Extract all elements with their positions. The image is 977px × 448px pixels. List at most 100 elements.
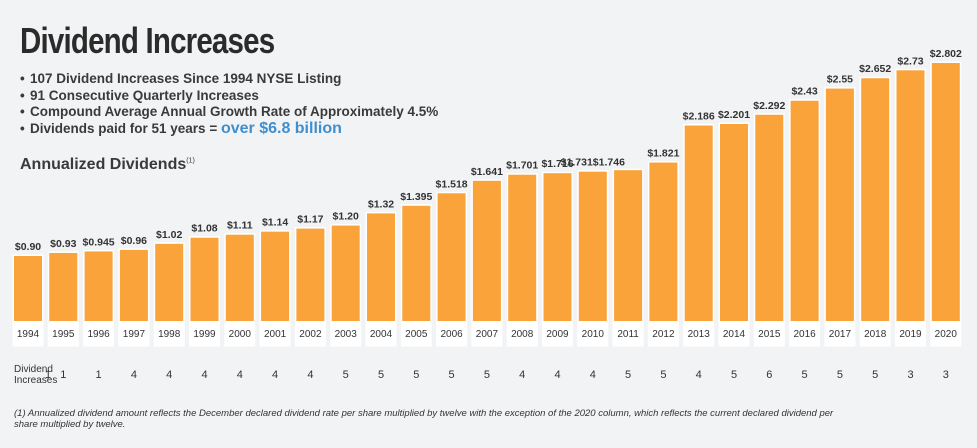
increase-count: 6 (766, 369, 772, 381)
bar-base (84, 323, 113, 345)
value-label: $0.93 (50, 238, 76, 250)
value-label: $1.32 (368, 198, 394, 210)
bar-base (14, 323, 42, 345)
bar (331, 225, 360, 321)
footnote-marker: (1) (186, 157, 195, 165)
bar (437, 193, 466, 321)
increase-count: 5 (837, 369, 843, 381)
bullet-item: • Compound Average Annual Growth Rate of … (20, 104, 438, 121)
year-label: 2020 (935, 329, 958, 340)
increase-count: 5 (802, 369, 808, 381)
value-label: $1.821 (647, 148, 679, 160)
value-label: $1.716 (541, 158, 573, 170)
bar (720, 123, 748, 321)
value-label: $2.802 (930, 48, 962, 60)
increase-count: 5 (484, 369, 490, 381)
bar (14, 256, 42, 321)
year-label: 2017 (829, 329, 852, 340)
value-label: $2.186 (683, 111, 715, 123)
bar (402, 205, 431, 321)
increase-count: 3 (907, 369, 913, 381)
bullet-item: • 107 Dividend Increases Since 1994 NYSE … (20, 71, 438, 88)
year-label: 2009 (546, 329, 569, 340)
bar (684, 125, 713, 321)
year-label: 2010 (582, 329, 605, 340)
bar (614, 170, 643, 321)
bar-base (578, 323, 607, 345)
increase-count: 4 (272, 369, 278, 381)
value-label: $1.701 (506, 160, 538, 172)
value-label: $1.518 (436, 178, 468, 190)
increase-count: 3 (943, 369, 949, 381)
increase-count: 5 (413, 369, 419, 381)
key-facts-list: • 107 Dividend Increases Since 1994 NYSE … (20, 71, 438, 137)
value-label: $1.20 (333, 211, 359, 223)
bar-base (931, 323, 960, 345)
increase-count: 5 (625, 369, 631, 381)
bar (755, 114, 784, 321)
increase-count: 4 (554, 369, 560, 381)
bar-base (649, 323, 678, 345)
value-label: $2.43 (791, 86, 817, 98)
year-label: 1997 (123, 329, 146, 340)
bar (84, 251, 113, 321)
year-label: 1998 (158, 329, 181, 340)
value-label: $1.02 (156, 229, 182, 241)
increase-count: 4 (696, 369, 702, 381)
bar (296, 228, 325, 321)
value-label: $2.73 (897, 55, 923, 67)
bar-base (684, 323, 713, 345)
year-label: 2006 (440, 329, 463, 340)
bullet-item: • 91 Consecutive Quarterly Increases (20, 88, 438, 105)
bar-base (296, 323, 325, 345)
year-label: 2004 (370, 329, 393, 340)
value-label: $1.14 (262, 217, 288, 229)
increase-count: 4 (166, 369, 172, 381)
bar (825, 88, 854, 321)
page-title: Dividend Increases (20, 20, 275, 61)
bar-base (402, 323, 431, 345)
year-label: 2002 (299, 329, 322, 340)
value-label: $0.945 (83, 236, 115, 248)
increase-count: 4 (307, 369, 313, 381)
value-label: $2.652 (859, 63, 891, 75)
year-label: 2015 (758, 329, 781, 340)
bar (861, 78, 890, 321)
year-label: 2008 (511, 329, 534, 340)
year-label: 2000 (229, 329, 252, 340)
bar (543, 173, 572, 321)
bar-base (190, 323, 219, 345)
increase-count: 1 (45, 369, 51, 381)
bar (367, 213, 395, 321)
bar (225, 234, 254, 321)
year-label: 2016 (793, 329, 816, 340)
bar (790, 100, 819, 321)
footnote: (1) Annualized dividend amount reflects … (14, 408, 834, 430)
bar-base (861, 323, 890, 345)
bullet-text: Compound Average Annual Growth Rate of A… (30, 104, 439, 119)
increase-count: 4 (131, 369, 137, 381)
value-label: $1.08 (191, 223, 217, 235)
value-label: $0.90 (15, 241, 41, 253)
bullet-text: 91 Consecutive Quarterly Increases (30, 87, 259, 103)
bar-base (331, 323, 360, 345)
year-label: 2019 (899, 329, 922, 340)
increase-count: 5 (449, 369, 455, 381)
year-label: 2014 (723, 329, 746, 340)
increase-count: 1 (60, 369, 66, 381)
increase-count: 4 (201, 369, 207, 381)
value-label: $1.641 (471, 166, 503, 178)
value-label: $2.201 (718, 109, 750, 121)
bar-base (790, 323, 819, 345)
bar (472, 180, 501, 321)
increase-count: 5 (872, 369, 878, 381)
year-label: 1994 (17, 329, 40, 340)
bar (931, 63, 960, 321)
value-label: $1.11 (227, 220, 253, 232)
dividend-increases-row-label: Dividend Increases (14, 364, 57, 386)
bar (119, 249, 148, 321)
value-label: $1.395 (400, 191, 432, 203)
bar-base (720, 323, 748, 345)
bar (155, 243, 184, 321)
chart-subtitle-text: Annualized Dividends (20, 156, 187, 173)
